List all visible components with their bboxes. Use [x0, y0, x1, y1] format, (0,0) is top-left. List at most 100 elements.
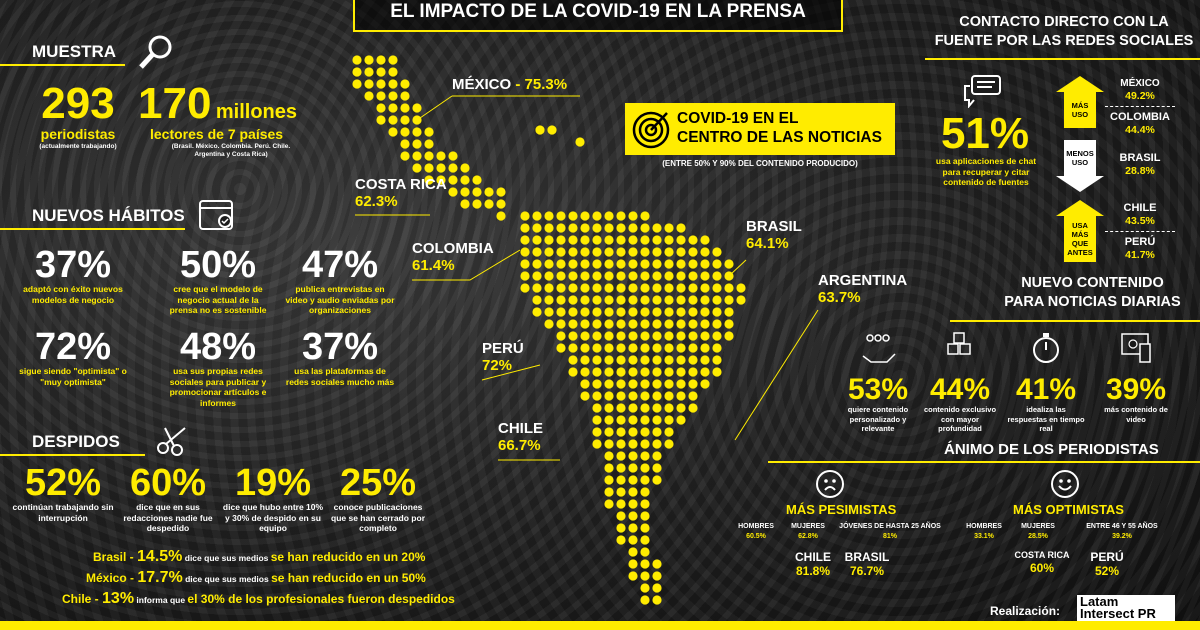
map-dot [604, 403, 614, 413]
map-dot [568, 295, 578, 305]
map-dot [664, 283, 674, 293]
map-dot [556, 223, 566, 233]
map-dot [700, 247, 710, 257]
animo-group: JÓVENES DE HASTA 25 AÑOS 81% [839, 523, 941, 540]
map-leader-line [412, 249, 521, 281]
map-dot [532, 211, 542, 221]
map-dot [352, 79, 362, 89]
map-dot [652, 439, 662, 449]
map-dot [592, 343, 602, 353]
map-dot [724, 331, 734, 341]
map-dot [592, 403, 602, 413]
map-dot [712, 259, 722, 269]
map-dot [700, 319, 710, 329]
centro-line-2: CENTRO DE LAS NOTICIAS [677, 129, 882, 147]
map-dot [580, 379, 590, 389]
map-dot [580, 271, 590, 281]
map-dot [556, 307, 566, 317]
map-dot [604, 415, 614, 425]
map-dot [676, 403, 686, 413]
map-dot [688, 235, 698, 245]
map-dot [640, 271, 650, 281]
map-dot [640, 283, 650, 293]
map-dot [436, 163, 446, 173]
map-dot [688, 307, 698, 317]
map-dot [628, 571, 638, 581]
map-dot [604, 271, 614, 281]
stopwatch-icon [1033, 333, 1059, 363]
map-dot [532, 283, 542, 293]
map-dot [580, 283, 590, 293]
map-dot [664, 367, 674, 377]
map-dot [652, 319, 662, 329]
map-dot [664, 319, 674, 329]
map-dot [592, 415, 602, 425]
map-dot [592, 319, 602, 329]
map-leader-line [419, 95, 453, 119]
map-dot [676, 331, 686, 341]
map-dot [544, 211, 554, 221]
sad-face-icon [816, 470, 844, 498]
map-dot [628, 343, 638, 353]
map-dot [652, 355, 662, 365]
map-dot [640, 535, 650, 545]
map-dot [628, 295, 638, 305]
map-dot [592, 367, 602, 377]
map-dot [724, 307, 734, 317]
map-dot [388, 115, 398, 125]
map-dot [640, 427, 650, 437]
map-dot [628, 439, 638, 449]
map-dot [616, 439, 626, 449]
map-dot [652, 307, 662, 317]
map-dot [556, 211, 566, 221]
map-dot [520, 283, 530, 293]
map-dot [412, 139, 422, 149]
map-dot [640, 583, 650, 593]
map-dot [412, 103, 422, 113]
map-dot [592, 259, 602, 269]
map-dot [628, 463, 638, 473]
page-title: EL IMPACTO DE LA COVID-19 EN LA PRENSA [353, 0, 843, 32]
map-dot [376, 103, 386, 113]
map-dot [424, 175, 434, 185]
map-dot [652, 379, 662, 389]
map-dot [424, 163, 434, 173]
map-dot [575, 137, 585, 147]
map-dot [700, 367, 710, 377]
map-dot [628, 499, 638, 509]
map-dot [520, 211, 530, 221]
map-dot [676, 307, 686, 317]
map-dot [676, 235, 686, 245]
readers-unit: millones [215, 101, 298, 123]
map-dot [568, 211, 578, 221]
map-dot [400, 127, 410, 137]
map-dot [388, 55, 398, 65]
map-dot [724, 295, 734, 305]
contacto-country: COLOMBIA 44.4% [1110, 111, 1170, 136]
map-dot [604, 367, 614, 377]
map-dot [568, 283, 578, 293]
map-dot [664, 391, 674, 401]
map-dot [700, 379, 710, 389]
map-dot [388, 91, 398, 101]
map-dot [640, 523, 650, 533]
map-dot [580, 307, 590, 317]
map-dot [436, 175, 446, 185]
map-dot [412, 151, 422, 161]
map-dot [532, 235, 542, 245]
map-dot [676, 367, 686, 377]
map-dot [376, 115, 386, 125]
map-dot [652, 475, 662, 485]
map-dot [424, 139, 434, 149]
map-dot [592, 355, 602, 365]
map-dot [616, 403, 626, 413]
map-dot [688, 379, 698, 389]
map-dot [652, 583, 662, 593]
map-dot [628, 247, 638, 257]
centro-noticias-box: COVID-19 EN EL CENTRO DE LAS NOTICIAS [625, 103, 895, 155]
map-dot [547, 125, 557, 135]
map-dot [676, 355, 686, 365]
map-dot [712, 247, 722, 257]
map-dot [616, 247, 626, 257]
map-dot [580, 223, 590, 233]
